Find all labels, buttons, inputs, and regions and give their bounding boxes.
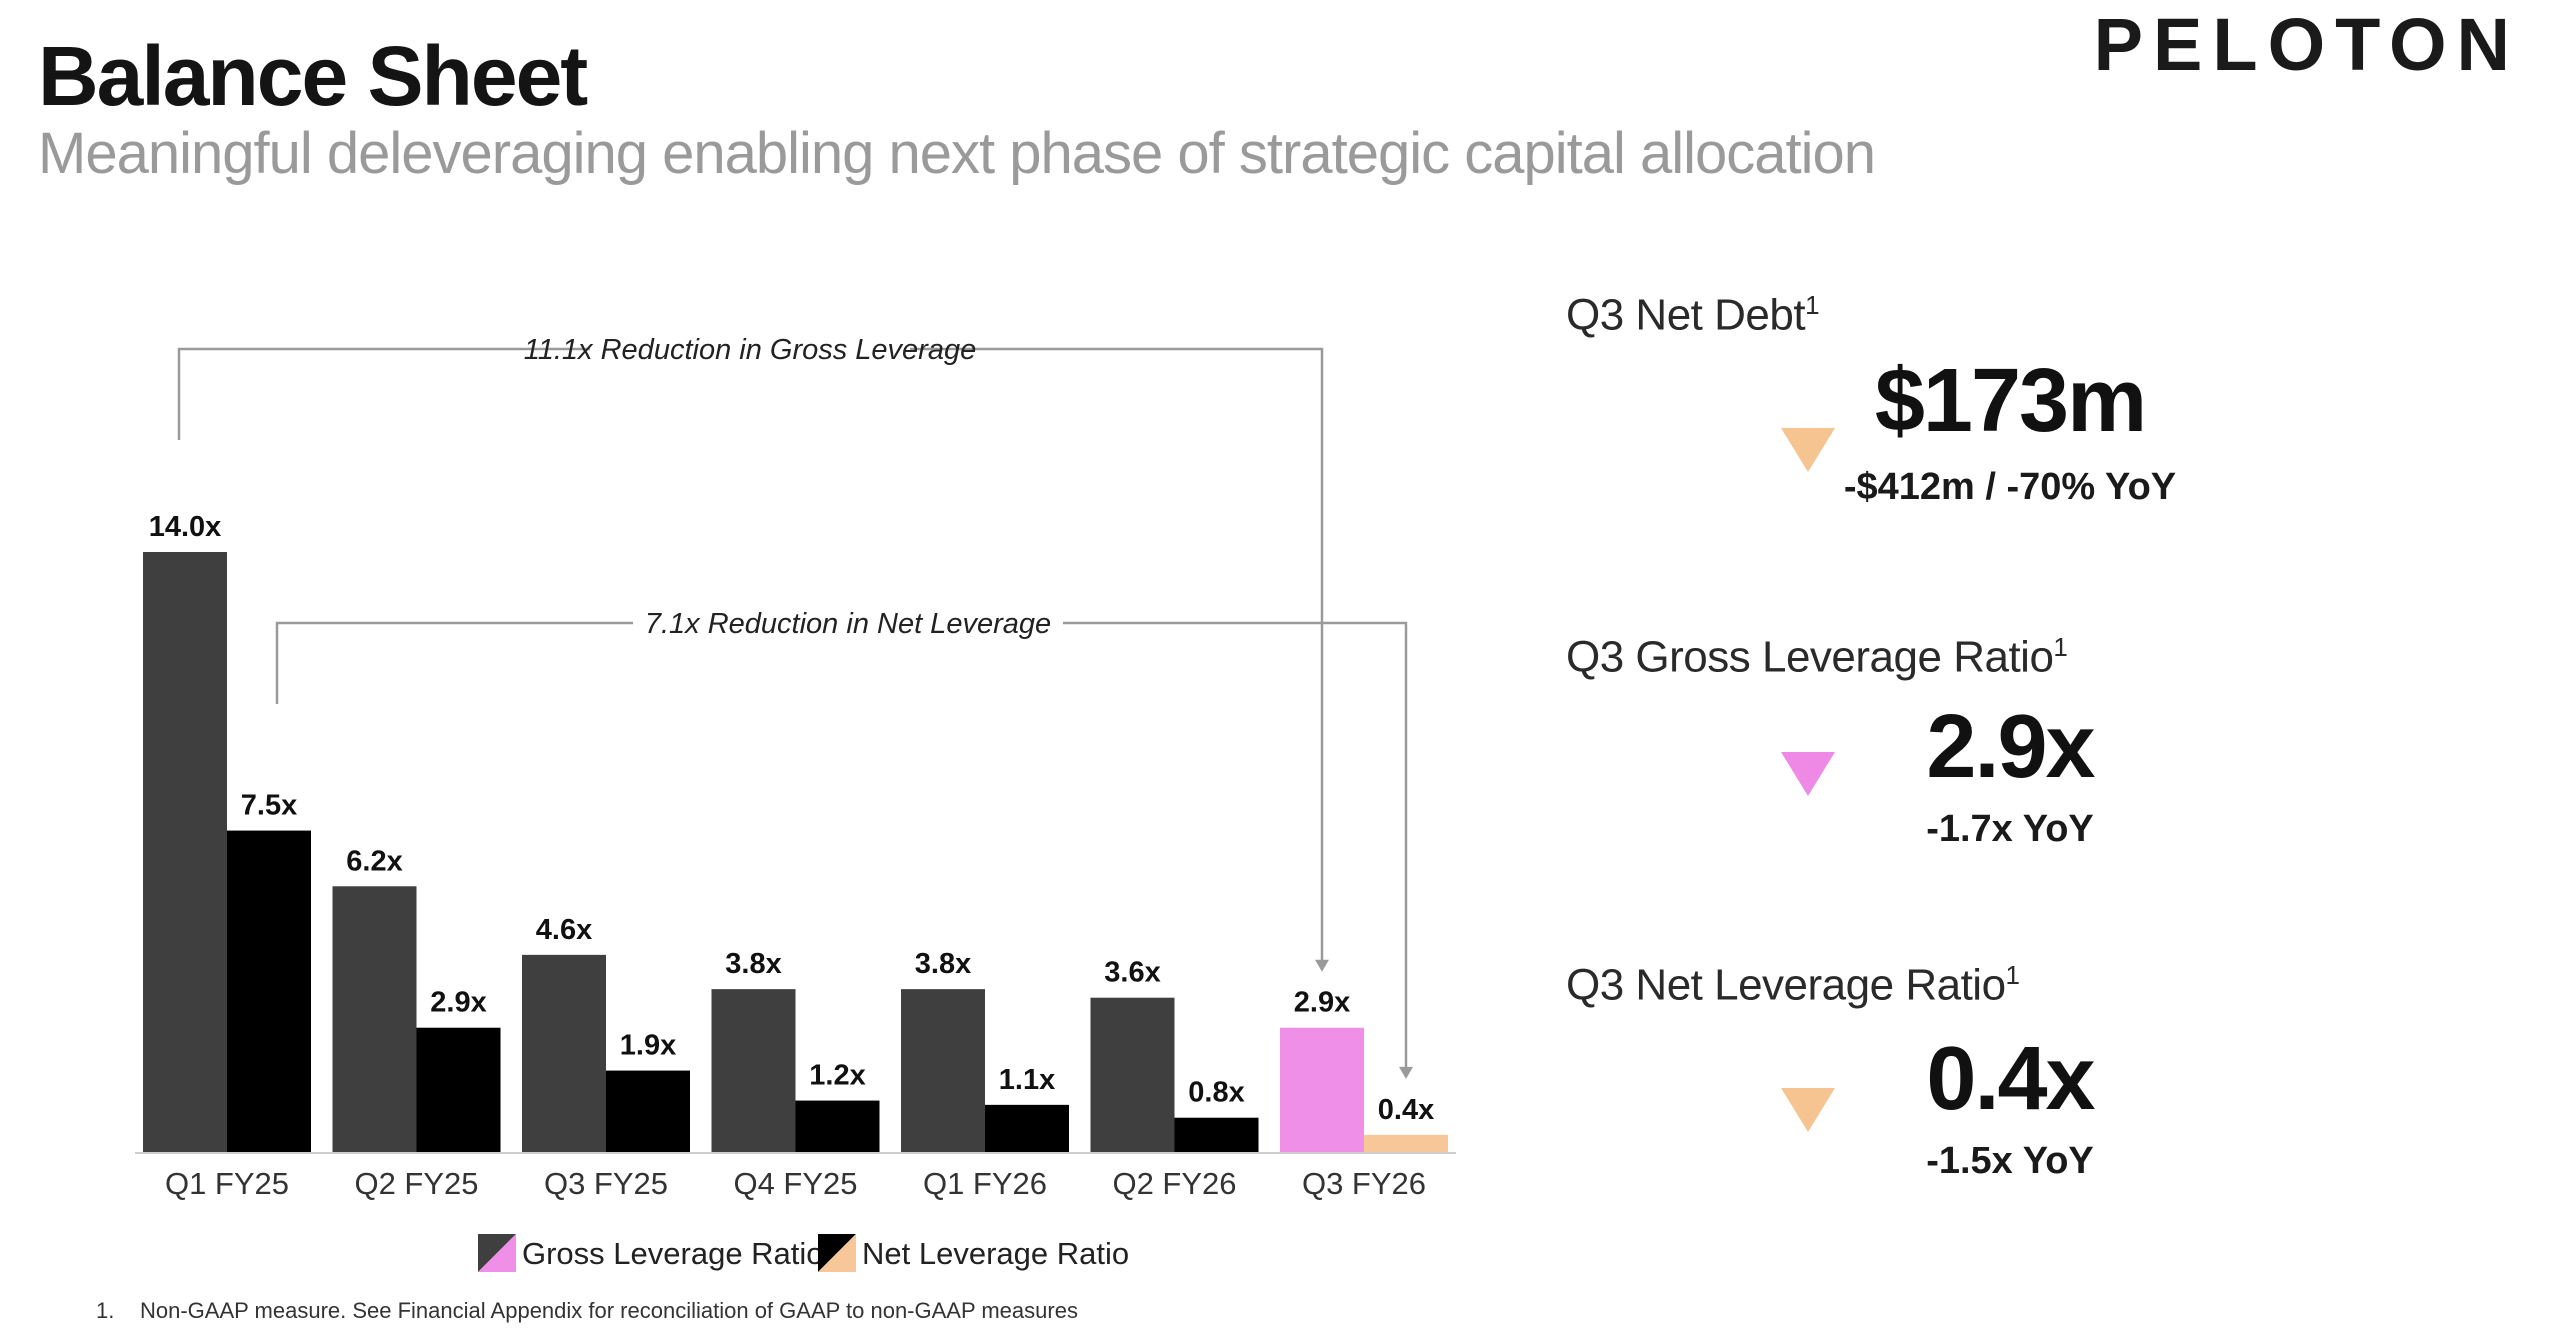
down-triangle-icon [1781, 1088, 1835, 1132]
annotation-bracket [275, 621, 633, 704]
net-bar [1174, 1117, 1259, 1152]
metric-net-debt: Q3 Net Debt1 [1566, 290, 2466, 341]
bar-value-label: 1.9x [620, 1030, 676, 1062]
value-labels: 14.0x 7.5x 6.2x 2.9x 4.6x 1.9x 3.8x 1.2x 3.8x 1.1… [149, 511, 1435, 1126]
net-bar [606, 1070, 690, 1152]
metric-value: 0.4x [1926, 1029, 2095, 1129]
gross-bar [901, 989, 985, 1152]
legend-swatch [818, 1234, 856, 1272]
leverage-bar-chart: 11.1x Reduction in Gross Leverage 7.1x Re… [135, 334, 1456, 1272]
net-bar [1364, 1134, 1448, 1152]
annotation-bracket [177, 347, 590, 440]
metric-value: $173m [1874, 351, 2147, 451]
x-tick-label: Q3 FY25 [544, 1166, 668, 1201]
metric-change: -1.7x YoY [1926, 808, 2094, 850]
net-bar [416, 1027, 501, 1152]
x-tick-label: Q2 FY26 [1112, 1166, 1236, 1201]
legend-swatch [478, 1234, 516, 1272]
legend: Gross Leverage Ratio Net Leverage Ratio [478, 1234, 1129, 1272]
net-bar [985, 1104, 1069, 1152]
metric-value: 2.9x [1926, 697, 2095, 797]
bar-value-label: 0.8x [1188, 1077, 1244, 1109]
annotations: 11.1x Reduction in Gross Leverage 7.1x Re… [177, 334, 1413, 1079]
legend-label: Net Leverage Ratio [862, 1236, 1129, 1271]
bars [143, 552, 1448, 1152]
gross-bar [143, 552, 227, 1152]
down-triangle-icon [1781, 752, 1835, 796]
x-tick-label: Q2 FY25 [354, 1166, 478, 1201]
metric-label: Q3 Gross Leverage Ratio1 [1566, 632, 2068, 682]
page-subtitle: Meaningful deleveraging enabling next ph… [38, 121, 1876, 186]
gross-bar [711, 989, 796, 1152]
bar-value-label: 7.5x [241, 790, 297, 822]
net-bar [227, 830, 311, 1152]
gross-bar [332, 886, 417, 1152]
annotation-bracket [910, 347, 1324, 962]
bar-value-label: 2.9x [430, 987, 486, 1019]
bar-value-label: 4.6x [536, 914, 592, 946]
peloton-logo: PELOTON [2093, 3, 2520, 86]
footnote-text: Non-GAAP measure. See Financial Appendix… [140, 1298, 1078, 1323]
bar-value-label: 2.9x [1294, 987, 1350, 1019]
x-axis: Q1 FY25 Q2 FY25 Q3 FY25 Q4 FY25 Q1 FY26 Q2 FY… [135, 1152, 1456, 1201]
annotation-label: 7.1x Reduction in Net Leverage [645, 608, 1051, 640]
bar-value-label: 3.6x [1104, 957, 1160, 989]
net-bar [795, 1100, 880, 1152]
bar-value-label: 6.2x [346, 845, 402, 877]
bar-value-label: 0.4x [1378, 1094, 1434, 1126]
legend-label: Gross Leverage Ratio [522, 1236, 824, 1271]
gross-bar [522, 954, 606, 1152]
gross-bar [1090, 997, 1175, 1152]
down-triangle-icon [1781, 428, 1835, 472]
bar-value-label: 1.1x [999, 1064, 1055, 1096]
bar-value-label: 3.8x [725, 948, 781, 980]
annotation-bracket [1063, 621, 1408, 1069]
metric-label: Q3 Net Leverage Ratio1 [1566, 960, 2020, 1010]
annotation-label: 11.1x Reduction in Gross Leverage [524, 334, 976, 366]
x-tick-label: Q4 FY25 [733, 1166, 857, 1201]
annotation-arrow-icon [1315, 959, 1329, 972]
metric-net-leverage: Q3 Net Leverage Ratio1 [1566, 960, 2466, 1011]
metric-gross-leverage: Q3 Gross Leverage Ratio1 [1566, 632, 2466, 683]
page-title: Balance Sheet [38, 29, 588, 123]
bar-value-label: 3.8x [915, 948, 971, 980]
metric-change: -1.5x YoY [1926, 1140, 2094, 1182]
annotation-arrow-icon [1399, 1066, 1413, 1079]
x-tick-label: Q3 FY26 [1302, 1166, 1426, 1201]
x-tick-label: Q1 FY25 [165, 1166, 289, 1201]
bar-value-label: 1.2x [809, 1060, 865, 1092]
metric-change: -$412m / -70% YoY [1843, 466, 2177, 508]
gross-bar [1280, 1027, 1364, 1152]
metric-label: Q3 Net Debt1 [1566, 290, 1820, 340]
footnote-number: 1. [96, 1298, 115, 1323]
x-tick-label: Q1 FY26 [923, 1166, 1047, 1201]
bar-value-label: 14.0x [149, 511, 222, 543]
